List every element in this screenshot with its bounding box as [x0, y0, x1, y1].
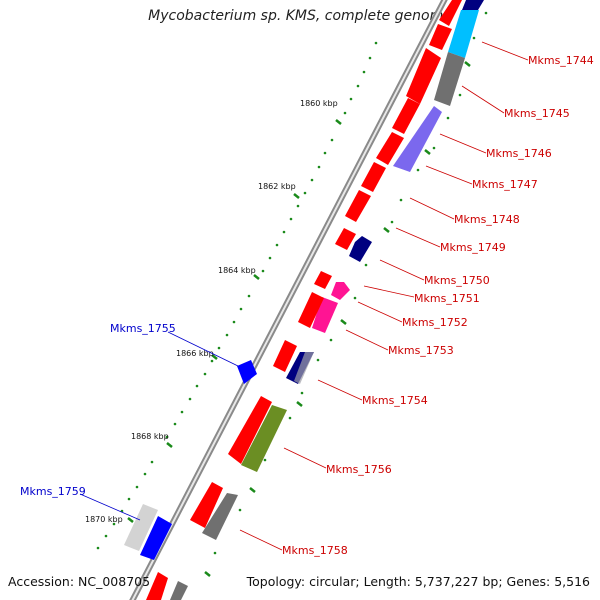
- tick-label-1866: 1866 kbp: [176, 349, 214, 358]
- gene-labels-red: Mkms_1744 Mkms_1745 Mkms_1746 Mkms_1747 …: [282, 54, 594, 557]
- tick-label-1864: 1864 kbp: [218, 266, 256, 275]
- map-title: Mycobacterium sp. KMS, complete genome: [148, 8, 452, 24]
- gene-labels-blue: Mkms_1755 Mkms_1759: [20, 322, 176, 498]
- gene-blocks-red: [146, 0, 462, 600]
- tick-dots-outer: [96, 41, 378, 550]
- backbone: [129, 0, 448, 600]
- gene-label-mkms-1755: Mkms_1755: [110, 322, 176, 335]
- tick-label-1860: 1860 kbp: [300, 99, 338, 108]
- gene-label-mkms-1748: Mkms_1748: [454, 213, 520, 226]
- gene-label-mkms-1751: Mkms_1751: [414, 292, 480, 305]
- tick-label-1870: 1870 kbp: [85, 515, 123, 524]
- gene-label-mkms-1747: Mkms_1747: [472, 178, 538, 191]
- gene-label-mkms-1754: Mkms_1754: [362, 394, 428, 407]
- gene-label-mkms-1750: Mkms_1750: [424, 274, 490, 287]
- tick-label-1868: 1868 kbp: [131, 432, 169, 441]
- gene-label-mkms-1745: Mkms_1745: [504, 107, 570, 120]
- gene-blocks-colored: [124, 0, 484, 600]
- accession-text: Accession: NC_008705: [8, 574, 151, 589]
- tick-labels: 1860 kbp 1862 kbp 1864 kbp 1866 kbp 1868…: [85, 99, 338, 524]
- summary-text: Topology: circular; Length: 5,737,227 bp…: [246, 574, 590, 589]
- tick-marks-inner: [204, 61, 471, 577]
- tick-dots-inner: [213, 11, 488, 555]
- gene-label-mkms-1744: Mkms_1744: [528, 54, 594, 67]
- leader-lines-blue: [79, 331, 239, 521]
- gene-label-mkms-1758: Mkms_1758: [282, 544, 348, 557]
- gene-label-mkms-1749: Mkms_1749: [440, 241, 506, 254]
- gene-label-mkms-1746: Mkms_1746: [486, 147, 552, 160]
- tick-label-1862: 1862 kbp: [258, 182, 296, 191]
- gene-label-mkms-1752: Mkms_1752: [402, 316, 468, 329]
- gene-label-mkms-1753: Mkms_1753: [388, 344, 454, 357]
- tick-marks-outer: [127, 119, 342, 523]
- gene-label-mkms-1759: Mkms_1759: [20, 485, 86, 498]
- gene-label-mkms-1756: Mkms_1756: [326, 463, 392, 476]
- leader-lines-red: [239, 41, 529, 551]
